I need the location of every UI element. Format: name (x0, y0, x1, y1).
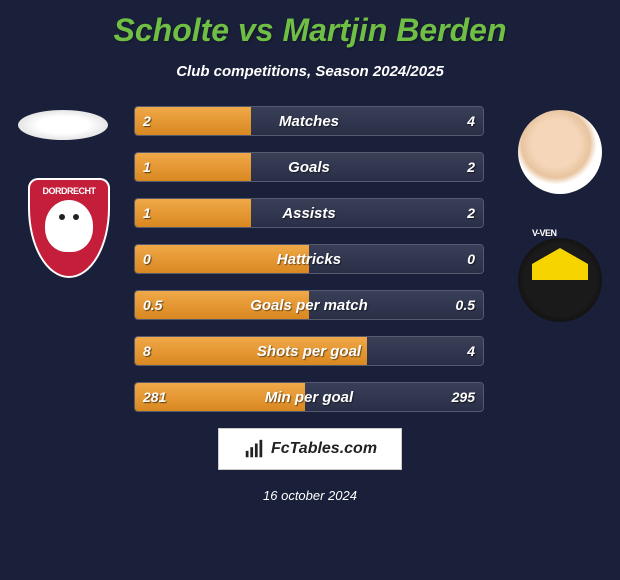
stat-label: Shots per goal (135, 337, 483, 365)
stat-row: 0.50.5Goals per match (134, 290, 484, 320)
stat-row: 84Shots per goal (134, 336, 484, 366)
stat-label: Goals per match (135, 291, 483, 319)
club-left-badge-text: DORDRECHT (43, 186, 96, 196)
club-right-shield-icon (532, 248, 588, 312)
subtitle: Club competitions, Season 2024/2025 (0, 63, 620, 80)
player-right-avatar (518, 110, 602, 194)
footer-brand-text: FcTables.com (271, 440, 377, 458)
stat-row: 12Assists (134, 198, 484, 228)
stat-label: Hattricks (135, 245, 483, 273)
comparison-panel: DORDRECHT V-VEN 24Matches 12Goals 12Assist… (0, 106, 620, 412)
player-left-club-badge: DORDRECHT (28, 178, 110, 278)
stat-label: Assists (135, 199, 483, 227)
chart-icon (243, 438, 265, 460)
stat-rows: 24Matches 12Goals 12Assists 00Hattricks 0.50… (134, 106, 484, 412)
stat-row: 00Hattricks (134, 244, 484, 274)
stat-row: 281295Min per goal (134, 382, 484, 412)
stat-label: Matches (135, 107, 483, 135)
stat-label: Min per goal (135, 383, 483, 411)
stat-label: Goals (135, 153, 483, 181)
club-right-badge-text: V-VEN (532, 228, 557, 238)
club-left-mascot-icon (45, 200, 93, 252)
footer-brand-badge: FcTables.com (218, 428, 402, 470)
player-left-avatar (18, 110, 108, 140)
stat-row: 12Goals (134, 152, 484, 182)
page-title: Scholte vs Martjin Berden (0, 0, 620, 49)
footer-date: 16 october 2024 (0, 488, 620, 503)
stat-row: 24Matches (134, 106, 484, 136)
player-right-club-badge: V-VEN (518, 238, 602, 322)
